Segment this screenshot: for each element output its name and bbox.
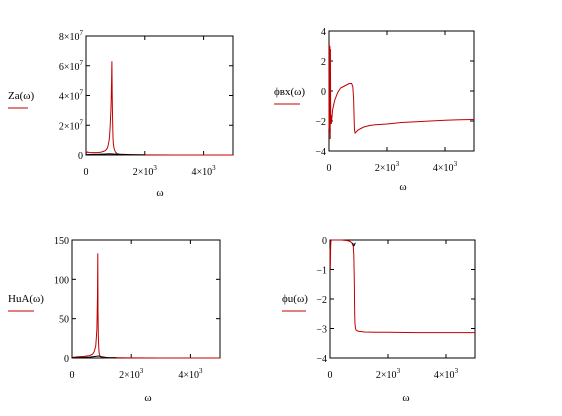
y-tick-label: 0 (321, 87, 326, 98)
x-axis-label: ω (144, 392, 151, 404)
y-tick-label: 2 (321, 57, 326, 68)
y-axis-label: ϕu(ω) (282, 293, 308, 305)
series-line-0 (328, 44, 475, 140)
y-tick-label: 4×107 (59, 89, 84, 103)
series-line-1 (71, 355, 117, 359)
x-tick-label: 4×103 (192, 164, 217, 178)
plot-frame (329, 239, 476, 359)
x-tick-label: 2×103 (119, 367, 144, 381)
plot-za: 0 2×107 4×107 6×107 8×107 0 2×103 4×103 Za(ω) ω (8, 29, 234, 199)
x-tick-label: 4×103 (434, 367, 459, 381)
plot-frame (71, 239, 221, 359)
plot-frame (328, 30, 475, 152)
x-tick-label: 0 (327, 163, 332, 174)
x-tick-label: 2×103 (375, 160, 400, 174)
y-tick-label: 50 (59, 315, 69, 326)
x-tick-label: 0 (70, 370, 75, 381)
y-tick-label: −4 (315, 147, 326, 158)
y-tick-label: 2×107 (59, 118, 84, 132)
x-axis-label: ω (156, 187, 163, 199)
plot-phi_bx: −4 −2 0 2 4 0 2×103 4×103 ϕвх(ω) ω (274, 27, 475, 193)
y-tick-label: −2 (316, 295, 327, 306)
x-tick-label: 2×103 (376, 367, 401, 381)
x-tick-label: 4×103 (178, 367, 203, 381)
y-tick-label: 100 (54, 275, 69, 286)
series-line-0 (71, 253, 220, 359)
x-tick-label: 2×103 (133, 164, 158, 178)
y-tick-label: −4 (316, 354, 327, 365)
series-line-0 (329, 239, 475, 334)
y-tick-label: 6×107 (59, 59, 84, 73)
series-line-1 (352, 242, 356, 247)
x-tick-label: 0 (84, 167, 89, 178)
y-axis-label: HuA(ω) (8, 293, 44, 305)
y-tick-label: −1 (316, 266, 327, 277)
y-axis-label: ϕвх(ω) (274, 86, 305, 98)
y-tick-label: 0 (78, 151, 83, 162)
y-axis-label: Za(ω) (8, 90, 35, 102)
plot-frame (85, 35, 234, 156)
x-tick-label: 0 (328, 370, 333, 381)
plot-phi_u: −4 −3 −2 −1 0 0 2×103 4×103 ϕu(ω) ω (282, 236, 476, 404)
y-tick-label: 0 (322, 236, 327, 247)
x-axis-label: ω (402, 392, 409, 404)
x-tick-label: 4×103 (433, 160, 458, 174)
series-line-1 (85, 153, 145, 156)
y-tick-label: 4 (321, 27, 326, 38)
y-tick-label: 0 (64, 354, 69, 365)
plot-hua: 0 50 100 150 0 2×103 4×103 HuA(ω) ω (8, 236, 221, 404)
x-axis-label: ω (399, 181, 406, 193)
series-line-0 (85, 61, 233, 156)
y-tick-label: −3 (316, 325, 327, 336)
y-tick-label: 150 (54, 236, 69, 247)
y-tick-label: −2 (315, 117, 326, 128)
y-tick-label: 8×107 (59, 29, 84, 43)
